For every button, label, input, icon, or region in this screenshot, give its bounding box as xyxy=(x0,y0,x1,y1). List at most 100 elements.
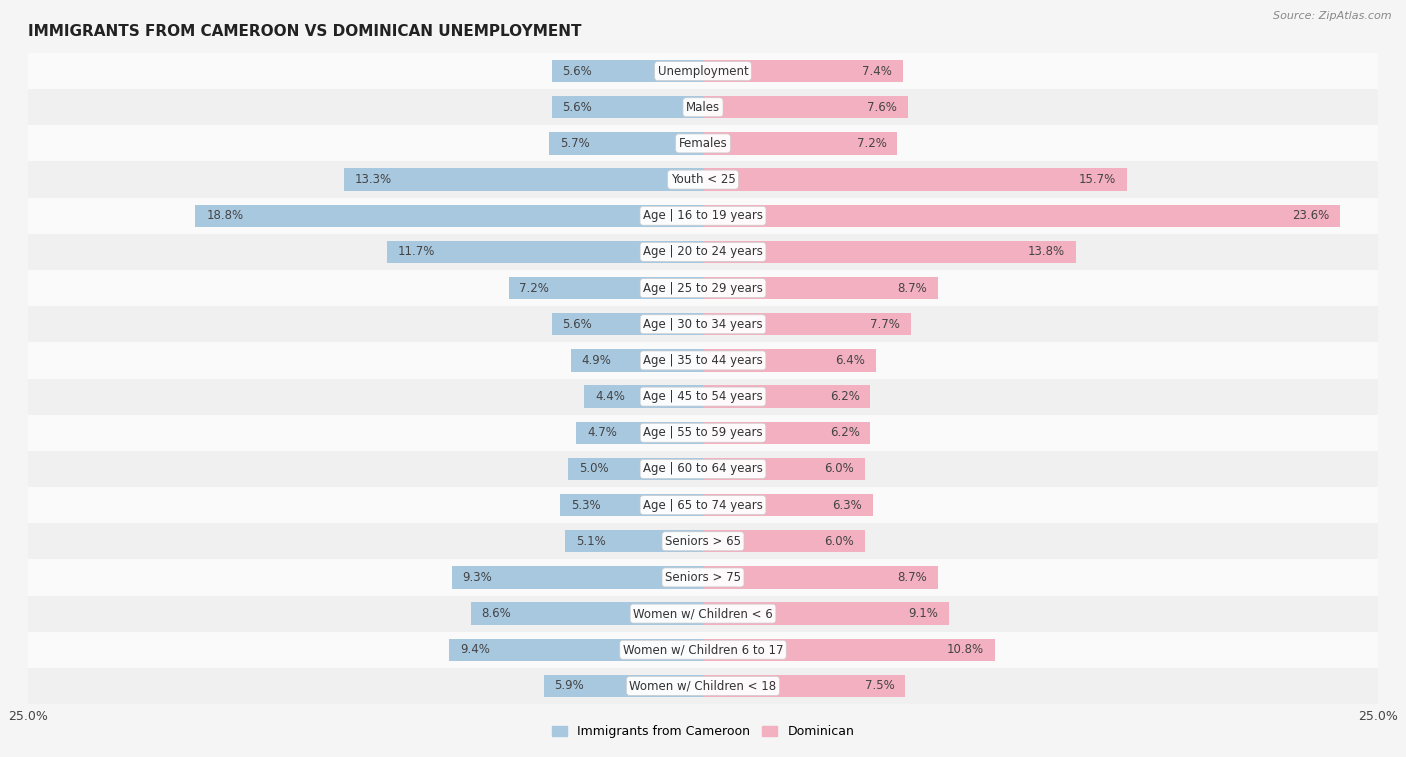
Bar xyxy=(195,204,703,227)
Text: 9.3%: 9.3% xyxy=(463,571,492,584)
Text: Age | 60 to 64 years: Age | 60 to 64 years xyxy=(643,463,763,475)
Text: Age | 20 to 24 years: Age | 20 to 24 years xyxy=(643,245,763,258)
Text: IMMIGRANTS FROM CAMEROON VS DOMINICAN UNEMPLOYMENT: IMMIGRANTS FROM CAMEROON VS DOMINICAN UN… xyxy=(28,24,582,39)
Bar xyxy=(571,349,703,372)
Bar xyxy=(28,161,1378,198)
Text: Source: ZipAtlas.com: Source: ZipAtlas.com xyxy=(1274,11,1392,21)
Bar xyxy=(509,277,703,299)
Text: 7.5%: 7.5% xyxy=(865,680,894,693)
Bar xyxy=(28,668,1378,704)
Text: Women w/ Children < 6: Women w/ Children < 6 xyxy=(633,607,773,620)
Bar xyxy=(703,313,911,335)
Text: 8.7%: 8.7% xyxy=(897,282,927,294)
Bar xyxy=(703,349,876,372)
Bar xyxy=(703,241,1076,263)
Text: Seniors > 65: Seniors > 65 xyxy=(665,534,741,548)
Bar xyxy=(551,313,703,335)
Text: Age | 35 to 44 years: Age | 35 to 44 years xyxy=(643,354,763,367)
Bar xyxy=(28,126,1378,161)
Text: 7.2%: 7.2% xyxy=(856,137,887,150)
Text: Youth < 25: Youth < 25 xyxy=(671,173,735,186)
Bar xyxy=(703,674,905,697)
Text: 4.9%: 4.9% xyxy=(582,354,612,367)
Text: 11.7%: 11.7% xyxy=(398,245,436,258)
Bar xyxy=(28,306,1378,342)
Bar xyxy=(28,631,1378,668)
Bar xyxy=(544,674,703,697)
Text: 7.2%: 7.2% xyxy=(519,282,550,294)
Text: 6.2%: 6.2% xyxy=(830,390,859,403)
Text: Age | 30 to 34 years: Age | 30 to 34 years xyxy=(643,318,763,331)
Text: Unemployment: Unemployment xyxy=(658,64,748,77)
Text: 5.0%: 5.0% xyxy=(579,463,609,475)
Text: 13.8%: 13.8% xyxy=(1028,245,1064,258)
Bar xyxy=(703,566,938,589)
Text: 6.3%: 6.3% xyxy=(832,499,862,512)
Text: 7.4%: 7.4% xyxy=(862,64,891,77)
Text: 18.8%: 18.8% xyxy=(207,209,243,223)
Bar xyxy=(450,639,703,661)
Bar xyxy=(550,132,703,154)
Text: 10.8%: 10.8% xyxy=(946,643,984,656)
Bar xyxy=(576,422,703,444)
Bar xyxy=(703,530,865,553)
Bar xyxy=(28,270,1378,306)
Text: 6.0%: 6.0% xyxy=(824,463,855,475)
Bar xyxy=(344,168,703,191)
Bar xyxy=(585,385,703,408)
Bar xyxy=(703,494,873,516)
Bar xyxy=(28,53,1378,89)
Bar xyxy=(565,530,703,553)
Text: 9.4%: 9.4% xyxy=(460,643,489,656)
Bar xyxy=(703,96,908,118)
Text: Women w/ Children 6 to 17: Women w/ Children 6 to 17 xyxy=(623,643,783,656)
Text: Females: Females xyxy=(679,137,727,150)
Text: 5.6%: 5.6% xyxy=(562,64,592,77)
Bar xyxy=(28,89,1378,126)
Text: 13.3%: 13.3% xyxy=(354,173,392,186)
Text: Age | 25 to 29 years: Age | 25 to 29 years xyxy=(643,282,763,294)
Text: Women w/ Children < 18: Women w/ Children < 18 xyxy=(630,680,776,693)
Text: 7.7%: 7.7% xyxy=(870,318,900,331)
Bar xyxy=(703,385,870,408)
Bar xyxy=(28,378,1378,415)
Text: Age | 65 to 74 years: Age | 65 to 74 years xyxy=(643,499,763,512)
Bar xyxy=(703,168,1126,191)
Text: 6.0%: 6.0% xyxy=(824,534,855,548)
Text: 8.6%: 8.6% xyxy=(482,607,512,620)
Bar xyxy=(703,458,865,480)
Text: Age | 45 to 54 years: Age | 45 to 54 years xyxy=(643,390,763,403)
Text: 4.4%: 4.4% xyxy=(595,390,624,403)
Text: 6.4%: 6.4% xyxy=(835,354,865,367)
Legend: Immigrants from Cameroon, Dominican: Immigrants from Cameroon, Dominican xyxy=(547,721,859,743)
Bar xyxy=(560,494,703,516)
Bar xyxy=(703,277,938,299)
Text: 4.7%: 4.7% xyxy=(586,426,617,439)
Bar xyxy=(551,96,703,118)
Bar xyxy=(28,198,1378,234)
Bar xyxy=(551,60,703,83)
Bar xyxy=(28,523,1378,559)
Bar xyxy=(703,60,903,83)
Bar xyxy=(568,458,703,480)
Text: 5.7%: 5.7% xyxy=(560,137,589,150)
Bar xyxy=(28,415,1378,451)
Text: 15.7%: 15.7% xyxy=(1078,173,1116,186)
Bar xyxy=(28,559,1378,596)
Bar xyxy=(28,234,1378,270)
Text: 8.7%: 8.7% xyxy=(897,571,927,584)
Text: 5.6%: 5.6% xyxy=(562,318,592,331)
Text: 5.1%: 5.1% xyxy=(576,534,606,548)
Bar xyxy=(387,241,703,263)
Bar xyxy=(28,596,1378,631)
Bar xyxy=(28,487,1378,523)
Bar xyxy=(703,132,897,154)
Bar xyxy=(28,342,1378,378)
Bar xyxy=(703,603,949,625)
Text: 5.9%: 5.9% xyxy=(554,680,585,693)
Text: 5.6%: 5.6% xyxy=(562,101,592,114)
Bar xyxy=(28,451,1378,487)
Bar xyxy=(471,603,703,625)
Text: Seniors > 75: Seniors > 75 xyxy=(665,571,741,584)
Text: Males: Males xyxy=(686,101,720,114)
